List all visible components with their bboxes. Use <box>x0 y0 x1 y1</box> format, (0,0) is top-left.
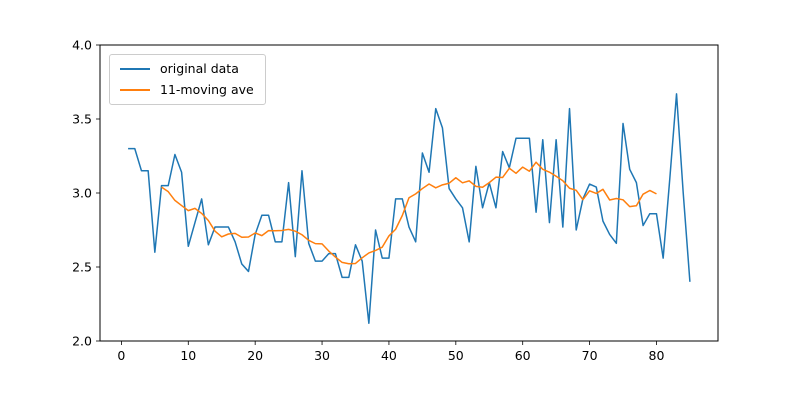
x-tick-label: 40 <box>381 348 397 363</box>
legend-item-moving-ave: 11-moving ave <box>120 83 254 97</box>
x-tick-label: 20 <box>247 348 263 363</box>
series-line-original-data <box>128 93 691 324</box>
x-tick-label: 70 <box>582 348 598 363</box>
x-tick-label: 10 <box>180 348 196 363</box>
y-tick-label: 4.0 <box>72 38 92 53</box>
y-tick-label: 3.0 <box>72 186 92 201</box>
y-tick-label: 2.5 <box>72 260 92 275</box>
x-tick-label: 0 <box>117 348 125 363</box>
x-tick-label: 30 <box>314 348 330 363</box>
x-tick-label: 50 <box>448 348 464 363</box>
x-tick-label: 60 <box>515 348 531 363</box>
y-tick-label: 3.5 <box>72 112 92 127</box>
y-tick-label: 2.0 <box>72 334 92 349</box>
legend-label-moving-ave: 11-moving ave <box>160 82 254 97</box>
legend-line-sample-blue <box>120 68 150 70</box>
legend-item-original-data: original data <box>120 62 254 76</box>
legend-line-sample-orange <box>120 89 150 91</box>
legend-label-original-data: original data <box>160 61 239 76</box>
x-tick-label: 80 <box>649 348 665 363</box>
legend: original data 11-moving ave <box>109 54 266 105</box>
series-line-11-moving-ave <box>161 161 657 265</box>
